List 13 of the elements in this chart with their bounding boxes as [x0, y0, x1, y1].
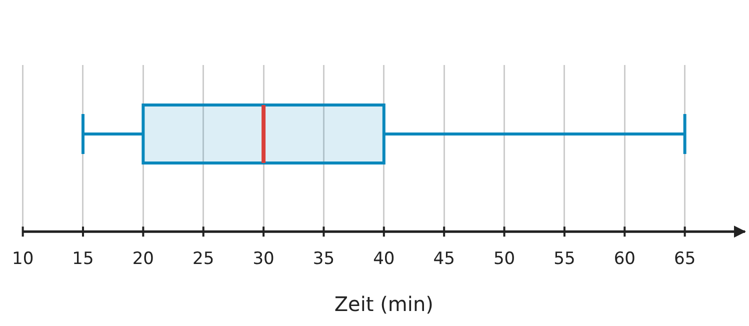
x-tick-label: 10 [12, 249, 34, 270]
x-tick-label: 55 [554, 249, 576, 270]
x-tick-label: 60 [614, 249, 636, 270]
x-tick-label: 40 [373, 249, 395, 270]
x-tick-label: 30 [252, 249, 274, 270]
x-axis-title: Zeit (min) [334, 292, 434, 316]
x-tick-label: 15 [72, 249, 94, 270]
x-tick-label: 20 [132, 249, 154, 270]
x-tick-label: 65 [674, 249, 696, 270]
x-tick-label: 35 [312, 249, 335, 270]
x-tick-label: 50 [493, 249, 516, 270]
x-tick-label: 25 [192, 249, 214, 270]
x-tick-label: 45 [433, 249, 455, 270]
